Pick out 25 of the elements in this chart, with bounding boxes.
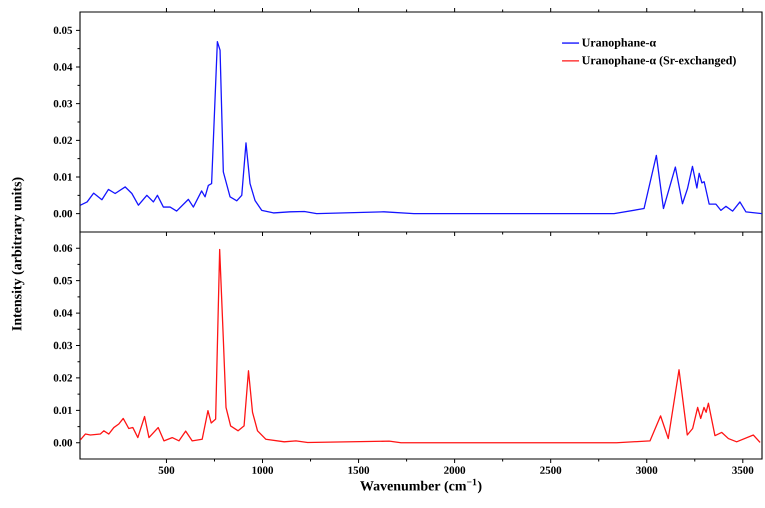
x-tick-label: 3000 — [636, 466, 658, 474]
y-tick-label: 0.05 — [54, 26, 72, 34]
x-tick-label: 1500 — [348, 466, 370, 474]
y-tick-label: 0.04 — [54, 63, 72, 71]
y-tick-label: 0.00 — [54, 439, 72, 447]
x-tick-label: 2500 — [540, 466, 562, 474]
y-tick-label: 0.06 — [54, 244, 72, 252]
y-tick-label: 0.02 — [54, 374, 72, 382]
line-series — [80, 248, 761, 444]
text: Uranophane-α (Sr-exchanged) — [582, 56, 736, 67]
y-tick-label: 0.01 — [54, 406, 72, 414]
x-axis-title: Wavenumber (cm$^{−1}$) — [360, 478, 482, 494]
y-tick-label: 0.05 — [54, 276, 72, 284]
y-tick-label: 0.00 — [54, 210, 72, 218]
y-tick-label: 0.03 — [54, 100, 72, 108]
y-axis-title: Intensity (arbitrary units) — [12, 178, 24, 331]
x-tick-label: 500 — [158, 466, 174, 474]
x-tick-label: 3500 — [732, 466, 754, 474]
y-tick-label: 0.03 — [54, 342, 72, 350]
x-tick-label: 1000 — [252, 466, 274, 474]
legend-label: Uranophane-α — [582, 38, 656, 50]
y-tick-label: 0.01 — [54, 173, 72, 181]
y-tick-label: 0.04 — [54, 309, 72, 317]
x-tick-label: 2000 — [444, 466, 466, 474]
y-tick-label: 0.02 — [54, 136, 72, 144]
